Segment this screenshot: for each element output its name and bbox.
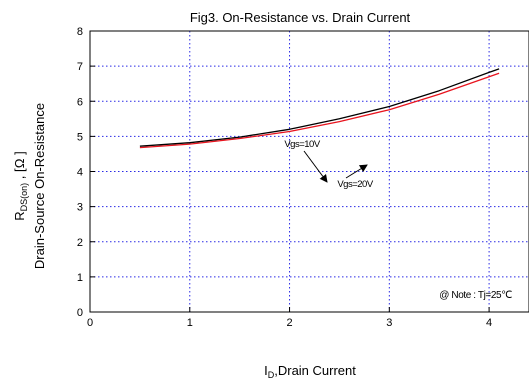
y-tick-label-8: 8	[77, 26, 83, 38]
x-tick-label-4: 4	[486, 317, 492, 329]
y-axis-label-line2: Drain-Source On-Resistance	[32, 103, 47, 269]
note-text: @ Note : Tj=25℃	[439, 290, 512, 301]
x-tick-label-0: 0	[87, 317, 93, 329]
y-tick-label-3: 3	[77, 202, 83, 214]
annotation-vgs10-label: Vgs=10V	[284, 139, 320, 150]
x-tick-label-1: 1	[187, 317, 193, 329]
ticks	[89, 30, 490, 313]
y-tick-label-1: 1	[77, 272, 83, 284]
x-tick-label-2: 2	[286, 317, 292, 329]
y-tick-label-5: 5	[77, 131, 83, 143]
y-tick-label-6: 6	[77, 96, 83, 108]
x-axis-label: ID,Drain Current	[264, 363, 356, 380]
series-line-0	[139, 68, 500, 147]
series-layer	[139, 68, 500, 149]
series-line-1	[139, 72, 500, 149]
y-tick-label-2: 2	[77, 237, 83, 249]
annotation-vgs10-arrow	[303, 150, 328, 183]
annotation-vgs20-label: Vgs=20V	[337, 179, 373, 190]
grid	[90, 31, 529, 312]
x-tick-label-3: 3	[386, 317, 392, 329]
annotation-vgs10: Vgs=10V	[284, 139, 328, 183]
chart-title: Fig3. On-Resistance vs. Drain Current	[190, 10, 411, 25]
y-tick-label-0: 0	[77, 307, 83, 319]
y-tick-label-4: 4	[77, 167, 83, 179]
y-tick-labels: 0 1 2 3 4 5 6 7 8	[77, 26, 83, 319]
annotation-vgs20-arrow	[345, 164, 368, 179]
annotation-vgs20: Vgs=20V	[337, 164, 374, 190]
x-tick-labels: 0 1 2 3 4	[87, 317, 492, 329]
y-tick-label-7: 7	[77, 61, 83, 73]
y-axis-label-line1: RDS(on) , [Ω ]	[12, 151, 29, 221]
